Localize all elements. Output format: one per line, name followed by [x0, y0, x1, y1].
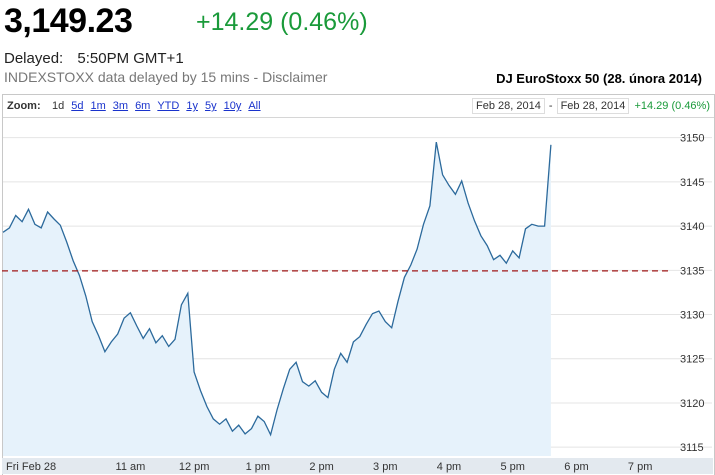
area-fill	[3, 142, 551, 456]
x-tick-label: 12 pm	[179, 461, 210, 473]
price-line	[2, 141, 552, 437]
zoom-option-ytd[interactable]: YTD	[157, 100, 180, 112]
zoom-option-5y[interactable]: 5y	[204, 100, 217, 112]
delayed-time: 5:50PM GMT+1	[77, 50, 184, 67]
data-source-disclaimer[interactable]: INDEXSTOXX data delayed by 15 mins - Dis…	[4, 69, 328, 85]
zoom-option-1m[interactable]: 1m	[90, 100, 106, 112]
x-tick-label: 7 pm	[628, 461, 652, 473]
index-price: 3,149.23	[4, 2, 133, 40]
y-tick-label: 3135	[680, 265, 704, 277]
y-tick-label: 3145	[680, 177, 704, 189]
zoom-option-3m[interactable]: 3m	[112, 100, 129, 112]
chart-title: DJ EuroStoxx 50 (28. února 2014)	[496, 71, 702, 86]
x-tick-label: 3 pm	[373, 461, 397, 473]
delayed-label: Delayed:	[4, 50, 64, 67]
y-tick-label: 3120	[680, 398, 704, 410]
x-tick-label: 11 am	[116, 461, 146, 473]
x-tick-label: 2 pm	[309, 461, 333, 473]
zoom-option-all[interactable]: All	[248, 100, 261, 112]
y-tick-label: 3125	[680, 354, 704, 366]
zoom-option-5d[interactable]: 5d	[71, 100, 84, 112]
x-tick-label: 1 pm	[246, 461, 270, 473]
x-tick-label: 4 pm	[437, 461, 461, 473]
x-tick-label: 5 pm	[500, 461, 524, 473]
x-tick-label: 6 pm	[564, 461, 588, 473]
delayed-info: Delayed: 5:50PM GMT+1	[4, 50, 184, 67]
zoom-option-1y[interactable]: 1y	[186, 100, 198, 112]
range-start[interactable]: Feb 28, 2014	[472, 98, 545, 114]
zoom-option-1d[interactable]: 1d	[52, 100, 65, 112]
x-axis-bar	[2, 458, 713, 474]
price-change: +14.29 (0.46%)	[196, 8, 368, 36]
x-tick-label: Fri Feb 28	[6, 461, 56, 473]
zoom-option-10y[interactable]: 10y	[223, 100, 242, 112]
range-change: +14.29 (0.46%)	[634, 100, 710, 112]
zoom-label: Zoom:	[7, 100, 41, 112]
y-tick-label: 3115	[680, 442, 704, 454]
date-range: Feb 28, 2014- Feb 28, 2014 +14.29 (0.46%)	[472, 98, 710, 114]
range-separator: -	[548, 100, 553, 112]
range-end[interactable]: Feb 28, 2014	[556, 98, 630, 114]
zoom-option-6m[interactable]: 6m	[135, 100, 151, 112]
y-tick-label: 3140	[680, 221, 704, 233]
y-tick-label: 3130	[680, 310, 704, 322]
y-tick-label: 3150	[680, 133, 704, 145]
zoom-options: 1d 5d 1m 3m 6m YTD 1y 5y 10y All	[52, 100, 268, 112]
chart-toolbar: Zoom: 1d 5d 1m 3m 6m YTD 1y 5y 10y All Feb 28, 20…	[3, 95, 714, 118]
